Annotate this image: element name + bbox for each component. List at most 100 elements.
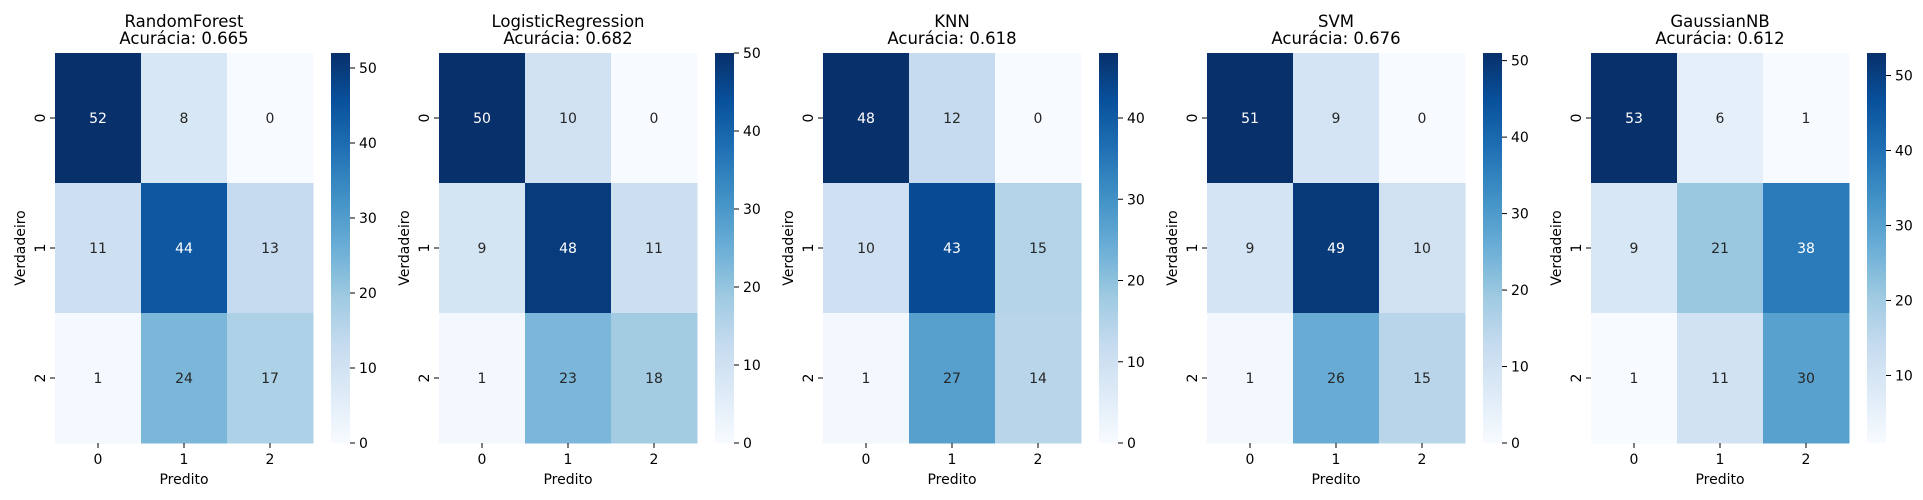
cell-value-label: 27	[943, 371, 961, 387]
x-tick-label: 2	[1802, 452, 1811, 468]
heatmap-cell	[525, 313, 612, 444]
x-axis-label: Predito	[159, 472, 208, 488]
cell-value-label: 11	[1711, 371, 1729, 387]
cell-value-label: 9	[1630, 241, 1639, 257]
panel-title: KNN	[934, 12, 970, 31]
colorbar	[1483, 53, 1502, 443]
cell-value-label: 9	[478, 241, 487, 257]
heatmap-cell	[1763, 53, 1850, 184]
cell-value-label: 1	[862, 371, 871, 387]
panel-title: GaussianNB	[1670, 12, 1769, 31]
colorbar-tick-label: 40	[1127, 111, 1145, 127]
cell-value-label: 11	[89, 241, 107, 257]
cell-value-label: 0	[266, 111, 275, 127]
heatmap-cell	[55, 53, 142, 184]
cell-value-label: 18	[645, 371, 663, 387]
heatmap-cell	[995, 313, 1082, 444]
colorbar-tick-label: 0	[359, 436, 368, 452]
heatmap-cell	[823, 313, 910, 444]
colorbar-tick-label: 20	[359, 286, 377, 302]
heatmap-cell	[1207, 53, 1294, 184]
heatmap-cell	[141, 53, 228, 184]
y-tick-label: 2	[33, 374, 49, 383]
heatmap-cell	[439, 53, 526, 184]
y-axis-label: Verdadeiro	[13, 210, 29, 285]
colorbar-tick-label: 20	[1127, 274, 1145, 290]
y-tick-label: 1	[417, 244, 433, 253]
heatmap-cell	[1293, 183, 1380, 314]
colorbar-tick-label: 30	[743, 202, 761, 218]
cell-value-label: 44	[175, 241, 193, 257]
y-axis-label: Verdadeiro	[1549, 210, 1565, 285]
cell-value-label: 17	[261, 371, 279, 387]
x-axis-label: Predito	[927, 472, 976, 488]
x-tick-label: 1	[1332, 452, 1341, 468]
y-axis-label: Verdadeiro	[397, 210, 413, 285]
panel-subtitle: Acurácia: 0.612	[1655, 29, 1784, 48]
cell-value-label: 23	[559, 371, 577, 387]
cell-value-label: 1	[1630, 371, 1639, 387]
colorbar-tick-label: 50	[1895, 69, 1913, 85]
colorbar	[331, 53, 350, 443]
colorbar-tick-label: 20	[743, 280, 761, 296]
cell-value-label: 49	[1327, 241, 1345, 257]
colorbar-tick-label: 30	[1127, 192, 1145, 208]
x-tick-label: 2	[1418, 452, 1427, 468]
heatmap-cell	[525, 183, 612, 314]
y-tick-label: 2	[1569, 374, 1585, 383]
heatmap-cell	[439, 183, 526, 314]
cell-value-label: 30	[1797, 371, 1815, 387]
cell-value-label: 1	[1802, 111, 1811, 127]
cell-value-label: 10	[559, 111, 577, 127]
colorbar-tick-label: 30	[359, 211, 377, 227]
heatmap-cell	[1379, 53, 1466, 184]
heatmap-cell	[1591, 53, 1678, 184]
heatmap-cell	[823, 183, 910, 314]
heatmap-cell	[611, 183, 698, 314]
y-tick-label: 0	[417, 114, 433, 123]
panel-subtitle: Acurácia: 0.618	[887, 29, 1016, 48]
y-tick-label: 1	[1185, 244, 1201, 253]
cell-value-label: 51	[1241, 111, 1259, 127]
cell-value-label: 53	[1625, 111, 1643, 127]
y-tick-label: 0	[1185, 114, 1201, 123]
y-tick-label: 2	[417, 374, 433, 383]
colorbar	[715, 53, 734, 443]
heatmap-cell	[525, 53, 612, 184]
colorbar-tick-label: 50	[359, 61, 377, 77]
x-tick-label: 2	[1034, 452, 1043, 468]
colorbar-tick-label: 10	[1511, 360, 1529, 376]
heatmap-cell	[227, 53, 314, 184]
x-tick-label: 2	[650, 452, 659, 468]
heatmap-cell	[1293, 53, 1380, 184]
colorbar-tick-label: 0	[1127, 436, 1136, 452]
heatmap-cell	[1207, 183, 1294, 314]
cell-value-label: 43	[943, 241, 961, 257]
y-tick-label: 0	[33, 114, 49, 123]
heatmap-cell	[1293, 313, 1380, 444]
cell-value-label: 50	[473, 111, 491, 127]
heatmap-cell	[1677, 53, 1764, 184]
heatmap-cell	[611, 313, 698, 444]
x-axis-label: Predito	[1695, 472, 1744, 488]
heatmap-cell	[1763, 313, 1850, 444]
heatmap-cell	[141, 313, 228, 444]
cell-value-label: 21	[1711, 241, 1729, 257]
heatmap-cell	[1379, 313, 1466, 444]
cell-value-label: 8	[180, 111, 189, 127]
cell-value-label: 10	[1413, 241, 1431, 257]
colorbar-tick-label: 10	[359, 361, 377, 377]
heatmap-cell	[909, 53, 996, 184]
x-tick-label: 0	[1246, 452, 1255, 468]
cell-value-label: 9	[1332, 111, 1341, 127]
y-tick-label: 0	[801, 114, 817, 123]
heatmap-cell	[909, 183, 996, 314]
heatmap-cell	[995, 183, 1082, 314]
colorbar-tick-label: 50	[743, 46, 761, 62]
panel-title: SVM	[1318, 12, 1354, 31]
colorbar-tick-label: 0	[743, 436, 752, 452]
heatmap-cell	[1591, 183, 1678, 314]
